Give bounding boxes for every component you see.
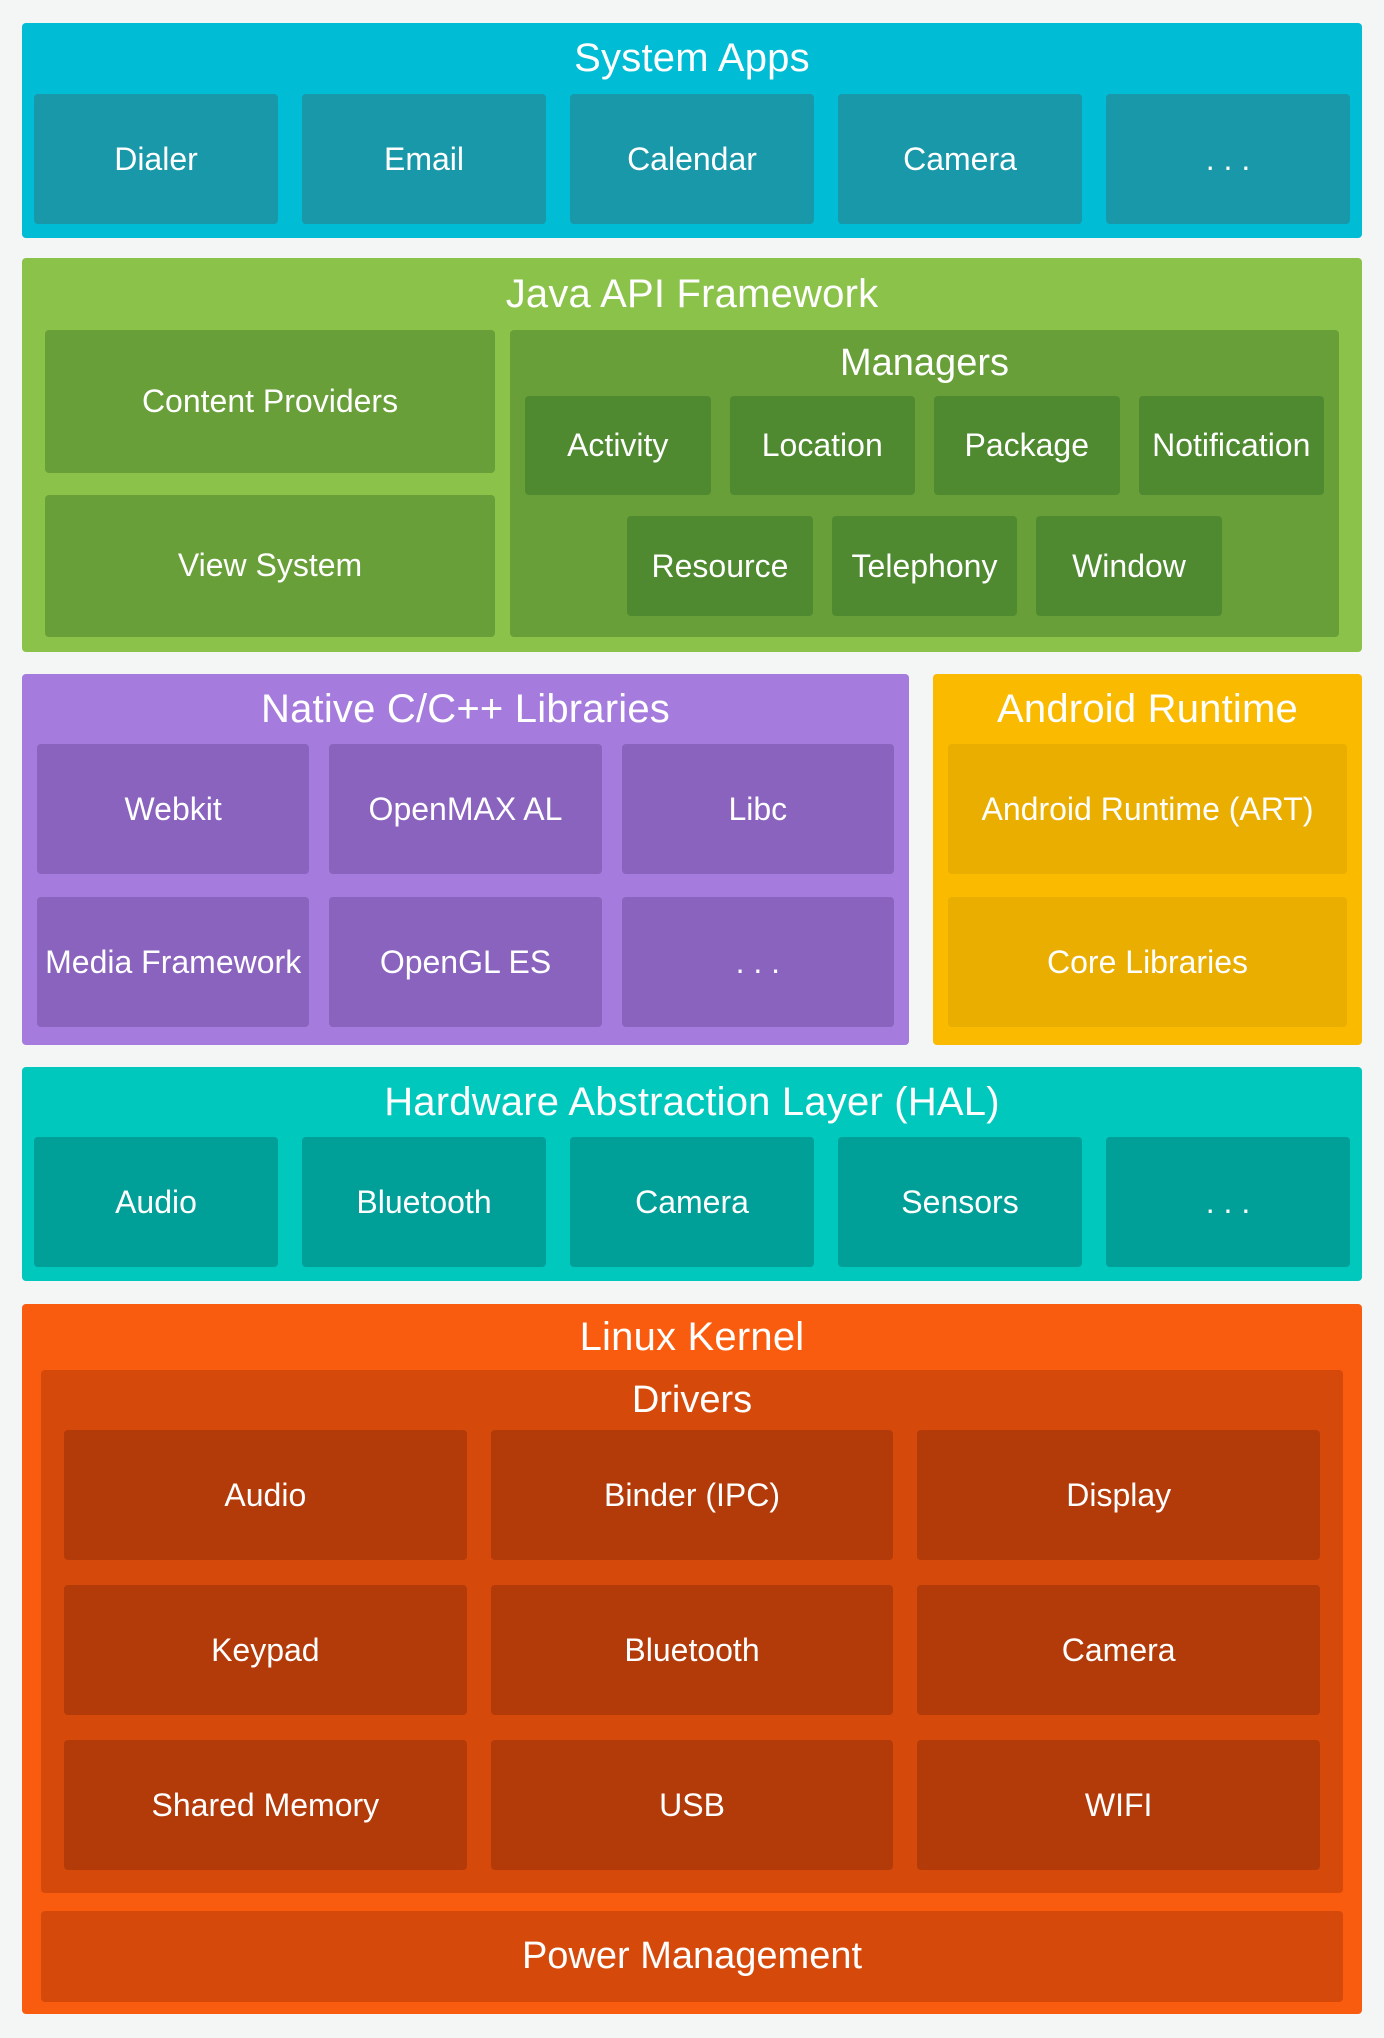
box-camera: Camera bbox=[838, 94, 1082, 224]
native-and-runtime-row: Native C/C++ Libraries Webkit OpenMAX AL… bbox=[22, 674, 1362, 1045]
section-hal: Hardware Abstraction Layer (HAL) Audio B… bbox=[22, 1067, 1362, 1281]
box-core-libraries: Core Libraries bbox=[948, 897, 1347, 1027]
box-more-libraries: . . . bbox=[621, 897, 894, 1027]
java-api-framework-title: Java API Framework bbox=[505, 271, 879, 316]
box-dialer: Dialer bbox=[34, 94, 278, 224]
box-more-apps: . . . bbox=[1106, 94, 1350, 224]
drivers-row-2: Keypad Bluetooth Camera bbox=[64, 1585, 1321, 1715]
box-window-manager: Window bbox=[1036, 516, 1222, 616]
box-package-manager: Package bbox=[934, 396, 1120, 495]
box-view-system: View System bbox=[45, 494, 495, 637]
drivers-title: Drivers bbox=[631, 1378, 753, 1421]
driver-box-camera: Camera bbox=[917, 1585, 1321, 1715]
box-email: Email bbox=[302, 94, 546, 224]
driver-box-display: Display bbox=[917, 1430, 1321, 1560]
system-apps-row: Dialer Email Calendar Camera . . . bbox=[34, 94, 1350, 224]
box-webkit: Webkit bbox=[37, 744, 310, 874]
managers-group: Managers Activity Location Package Notif… bbox=[510, 330, 1339, 637]
native-row-1: Webkit OpenMAX AL Libc bbox=[37, 744, 894, 874]
driver-box-audio: Audio bbox=[64, 1430, 467, 1560]
box-activity-manager: Activity bbox=[525, 396, 711, 495]
driver-box-wifi: WIFI bbox=[917, 1740, 1321, 1870]
box-location-manager: Location bbox=[729, 396, 915, 495]
hal-box-more: . . . bbox=[1106, 1137, 1350, 1267]
box-calendar: Calendar bbox=[570, 94, 814, 224]
hal-box-camera: Camera bbox=[570, 1137, 814, 1267]
driver-box-shared-memory: Shared Memory bbox=[64, 1740, 467, 1870]
android-runtime-cells: Android Runtime (ART) Core Libraries bbox=[948, 744, 1347, 1027]
hal-title: Hardware Abstraction Layer (HAL) bbox=[384, 1079, 1000, 1124]
native-libraries-title: Native C/C++ Libraries bbox=[260, 686, 670, 731]
section-native-libraries: Native C/C++ Libraries Webkit OpenMAX AL… bbox=[22, 674, 909, 1045]
managers-row-2: Resource Telephony Window bbox=[525, 516, 1324, 616]
driver-box-binder-ipc: Binder (IPC) bbox=[490, 1430, 894, 1560]
section-java-api-framework: Java API Framework Content Providers Vie… bbox=[22, 258, 1362, 652]
box-power-management: Power Management bbox=[41, 1911, 1343, 2002]
android-runtime-title: Android Runtime bbox=[997, 686, 1298, 731]
hal-box-audio: Audio bbox=[34, 1137, 278, 1267]
linux-kernel-title: Linux Kernel bbox=[579, 1314, 805, 1359]
hal-box-sensors: Sensors bbox=[838, 1137, 1082, 1267]
managers-row-1: Activity Location Package Notification bbox=[525, 396, 1324, 495]
box-opengl-es: OpenGL ES bbox=[329, 897, 602, 1027]
box-android-runtime-art: Android Runtime (ART) bbox=[948, 744, 1347, 874]
section-system-apps: System Apps Dialer Email Calendar Camera… bbox=[22, 23, 1362, 238]
managers-title: Managers bbox=[840, 341, 1009, 384]
box-openmax-al: OpenMAX AL bbox=[329, 744, 602, 874]
java-left-column: Content Providers View System bbox=[45, 330, 495, 637]
box-notification-manager: Notification bbox=[1138, 396, 1324, 495]
driver-box-bluetooth: Bluetooth bbox=[490, 1585, 894, 1715]
driver-box-keypad: Keypad bbox=[64, 1585, 467, 1715]
section-linux-kernel: Linux Kernel Drivers Audio Binder (IPC) … bbox=[22, 1304, 1362, 2014]
java-api-body: Content Providers View System Managers A… bbox=[22, 330, 1362, 652]
box-telephony-manager: Telephony bbox=[831, 516, 1018, 616]
box-libc: Libc bbox=[621, 744, 894, 874]
box-content-providers: Content Providers bbox=[45, 330, 495, 473]
native-row-2: Media Framework OpenGL ES . . . bbox=[37, 897, 894, 1027]
system-apps-title: System Apps bbox=[574, 36, 810, 80]
hal-box-bluetooth: Bluetooth bbox=[302, 1137, 546, 1267]
hal-row: Audio Bluetooth Camera Sensors . . . bbox=[34, 1137, 1350, 1267]
box-resource-manager: Resource bbox=[627, 516, 813, 616]
drivers-group: Drivers Audio Binder (IPC) Display Keypa… bbox=[41, 1370, 1343, 1893]
drivers-row-3: Shared Memory USB WIFI bbox=[64, 1740, 1321, 1870]
section-android-runtime: Android Runtime Android Runtime (ART) Co… bbox=[933, 674, 1362, 1045]
drivers-row-1: Audio Binder (IPC) Display bbox=[64, 1430, 1321, 1560]
box-media-framework: Media Framework bbox=[37, 897, 310, 1027]
driver-box-usb: USB bbox=[490, 1740, 894, 1870]
